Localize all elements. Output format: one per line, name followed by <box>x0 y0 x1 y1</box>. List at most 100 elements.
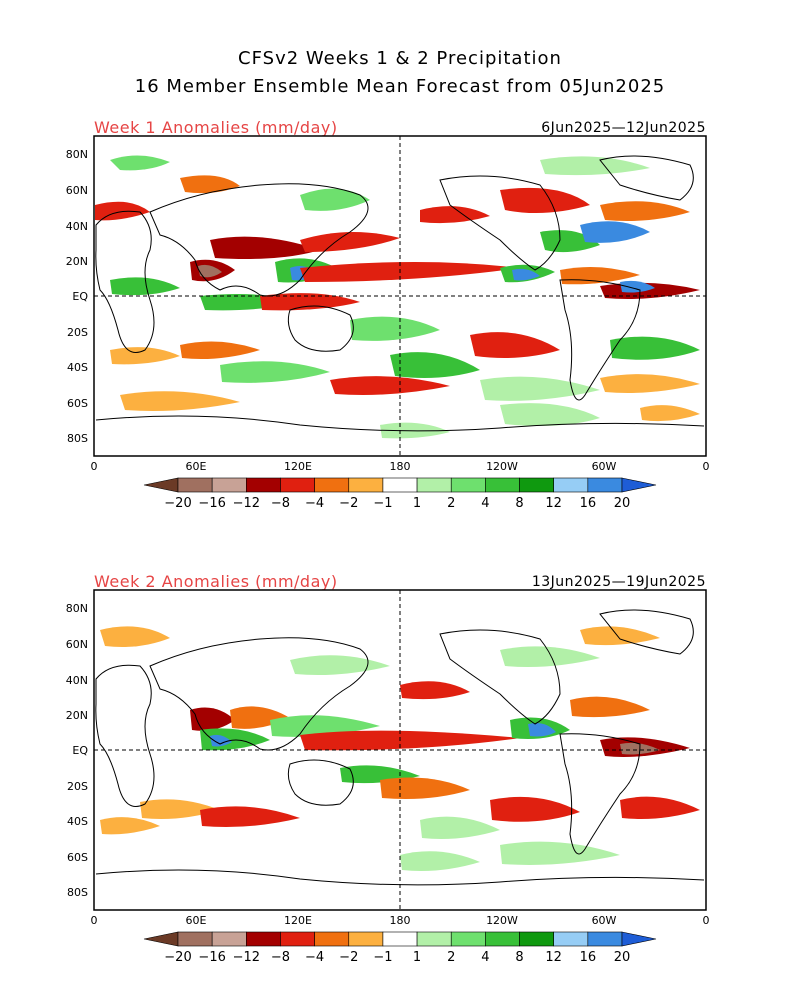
colorbar-label: −20 <box>164 950 191 965</box>
coastline <box>559 733 641 855</box>
colorbar-swatch <box>519 931 554 947</box>
lat-label: 40N <box>66 220 88 233</box>
anomaly-area <box>300 262 520 282</box>
anomaly-area <box>390 352 480 378</box>
colorbar-label: −20 <box>164 496 191 511</box>
anomaly-area <box>200 728 270 751</box>
anomaly-area <box>200 806 300 827</box>
coastline <box>439 629 561 725</box>
lat-label: 40S <box>67 361 88 374</box>
colorbar-swatch <box>485 931 520 947</box>
lon-label: 60W <box>592 460 617 473</box>
lat-label: EQ <box>72 744 88 757</box>
week1-colorbar: −20 −16 −12 −8 −4 −2 −1 1 2 4 8 12 16 20 <box>143 477 657 511</box>
colorbar-label: 12 <box>545 496 562 511</box>
anomaly-area <box>640 405 700 422</box>
week1-precip-field <box>95 155 700 439</box>
coastline <box>95 664 155 807</box>
anomaly-area <box>610 336 700 360</box>
anomaly-area <box>620 796 700 819</box>
lon-label: 180 <box>390 460 411 473</box>
anomaly-area <box>300 730 520 751</box>
colorbar-label: −12 <box>233 950 260 965</box>
anomaly-area <box>110 347 180 365</box>
anomaly-area <box>140 799 220 819</box>
lat-label: 60S <box>67 851 88 864</box>
week1-anomaly-map: 80N 60N 40N 20N EQ 20S 40S 60S 80S 0 60E… <box>66 135 710 511</box>
anomaly-area <box>210 734 232 747</box>
anomaly-area <box>180 175 240 194</box>
lat-label: 20N <box>66 709 88 722</box>
colorbar-label: 12 <box>545 950 562 965</box>
colorbar-swatch <box>519 477 554 493</box>
colorbar-swatch <box>348 931 384 947</box>
anomaly-area <box>470 332 560 358</box>
colorbar-swatch <box>314 931 350 947</box>
colorbar-swatch <box>177 931 213 947</box>
lon-label: 120W <box>486 914 518 927</box>
coastline <box>149 183 369 297</box>
lat-label: 60N <box>66 638 88 651</box>
colorbar-swatch <box>246 931 281 947</box>
colorbar-swatch <box>450 931 486 947</box>
anomaly-area <box>400 851 480 871</box>
lon-label: 60W <box>592 914 617 927</box>
colorbar-swatch <box>416 931 452 947</box>
lon-label: 60E <box>186 460 207 473</box>
anomaly-area <box>198 264 222 278</box>
colorbar-label: −16 <box>198 950 225 965</box>
anomaly-area <box>380 777 470 799</box>
colorbar-swatch <box>450 477 486 493</box>
lat-label: 80S <box>67 886 88 899</box>
anomaly-area <box>95 201 150 221</box>
week1-date-range: 6Jun2025—12Jun2025 <box>541 120 706 136</box>
anomaly-area <box>260 293 360 311</box>
colorbar-label: 20 <box>614 950 631 965</box>
colorbar-label: −16 <box>198 496 225 511</box>
colorbar-label: −12 <box>233 496 260 511</box>
anomaly-area <box>180 341 260 359</box>
anomaly-area <box>490 796 580 822</box>
colorbar-label: −2 <box>339 496 358 511</box>
colorbar-label: 1 <box>413 496 421 511</box>
anomaly-area <box>420 206 490 224</box>
coastline <box>439 175 561 271</box>
colorbar-swatch <box>143 477 179 493</box>
anomaly-area <box>620 280 655 293</box>
colorbar-swatch <box>314 477 350 493</box>
lon-label: 180 <box>390 914 411 927</box>
colorbar-swatch <box>280 477 315 493</box>
anomaly-area <box>500 403 600 426</box>
colorbar-swatch <box>280 931 315 947</box>
colorbar-label: 8 <box>515 496 523 511</box>
colorbar-swatch <box>211 477 247 493</box>
lon-label: 0 <box>91 914 98 927</box>
anomaly-area <box>500 187 590 214</box>
colorbar-swatch <box>177 477 213 493</box>
colorbar-label: 4 <box>481 496 489 511</box>
lon-axis: 0 60E 120E 180 120W 60W 0 <box>91 460 710 473</box>
coastline <box>287 759 354 806</box>
colorbar-swatch <box>143 931 179 947</box>
anomaly-area <box>580 221 650 243</box>
colorbar-label: 16 <box>580 496 597 511</box>
anomaly-area <box>600 201 690 221</box>
colorbar-label: 4 <box>481 950 489 965</box>
anomaly-area <box>120 391 240 411</box>
lat-label: 80N <box>66 602 88 615</box>
colorbar-swatch <box>587 931 623 947</box>
colorbar-swatch <box>553 931 589 947</box>
colorbar-label: −8 <box>271 950 290 965</box>
anomaly-area <box>300 231 400 252</box>
lat-label: 80S <box>67 432 88 445</box>
lat-label: EQ <box>72 290 88 303</box>
colorbar-swatch <box>416 477 452 493</box>
anomaly-area <box>580 626 660 646</box>
lon-label: 0 <box>91 460 98 473</box>
lat-label: 20S <box>67 326 88 339</box>
coastline <box>559 279 641 401</box>
colorbar-label: 1 <box>413 950 421 965</box>
week1-anomalies-label: Week 1 Anomalies (mm/day) <box>94 118 338 137</box>
week2-precip-field <box>100 626 700 871</box>
anomaly-area <box>300 188 370 211</box>
